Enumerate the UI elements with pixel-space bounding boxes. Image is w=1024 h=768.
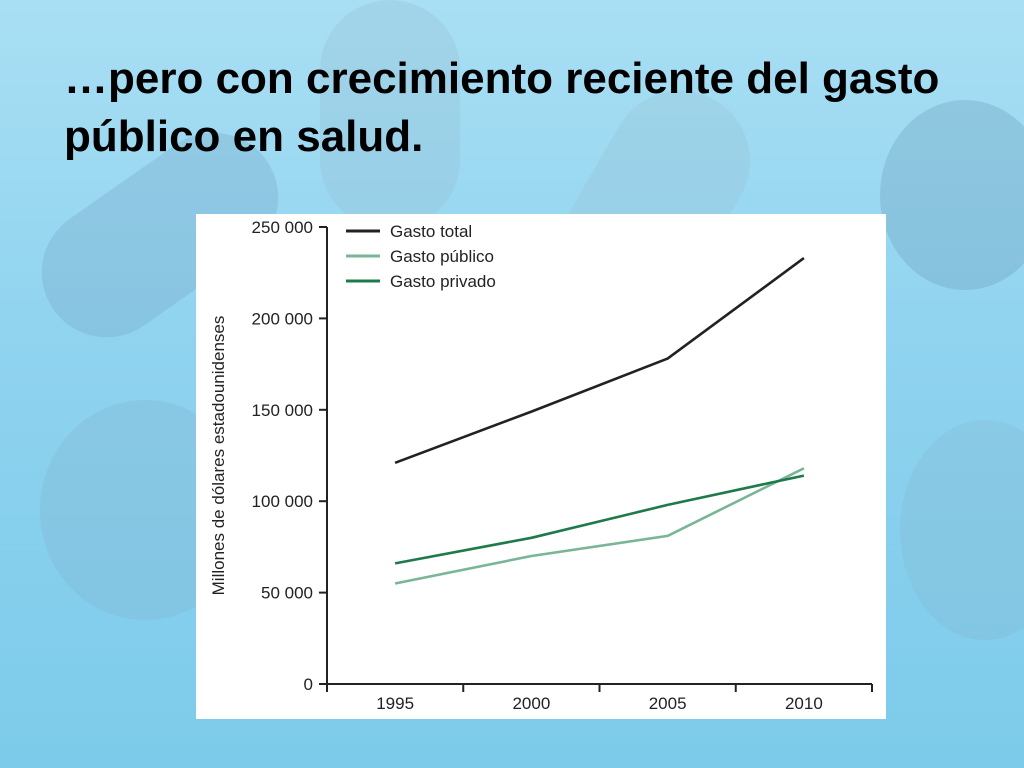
- y-axis-title: Millones de dólares estadounidenses: [209, 316, 228, 596]
- x-tick-label: 2010: [785, 694, 823, 713]
- y-tick-label: 0: [304, 675, 313, 694]
- y-tick-label: 150 000: [252, 401, 313, 420]
- legend-label: Gasto total: [390, 222, 472, 241]
- background-shape: [320, 0, 460, 230]
- y-tick-label: 250 000: [252, 218, 313, 237]
- legend-label: Gasto privado: [390, 272, 496, 291]
- series-line-gasto-privado: [394, 474, 805, 565]
- line-chart: 0 50 000 100 000 150 000 200 000 250 000 1995 2…: [209, 218, 873, 713]
- y-tick-label: 200 000: [252, 309, 313, 328]
- chart-panel: 0 50 000 100 000 150 000 200 000 250 000 1995 2…: [196, 214, 886, 719]
- slide-title: …pero con crecimiento reciente del gasto…: [64, 54, 940, 161]
- y-tick-label: 100 000: [252, 492, 313, 511]
- background-shape: [880, 100, 1024, 290]
- y-tick-label: 50 000: [261, 584, 313, 603]
- x-tick-label: 1995: [376, 694, 414, 713]
- background-shape: [900, 420, 1024, 640]
- series-line-gasto-total: [394, 257, 805, 465]
- legend-label: Gasto público: [390, 247, 494, 266]
- series-line-gasto-publico: [394, 467, 805, 585]
- x-tick-label: 2005: [649, 694, 687, 713]
- x-tick-label: 2000: [512, 694, 550, 713]
